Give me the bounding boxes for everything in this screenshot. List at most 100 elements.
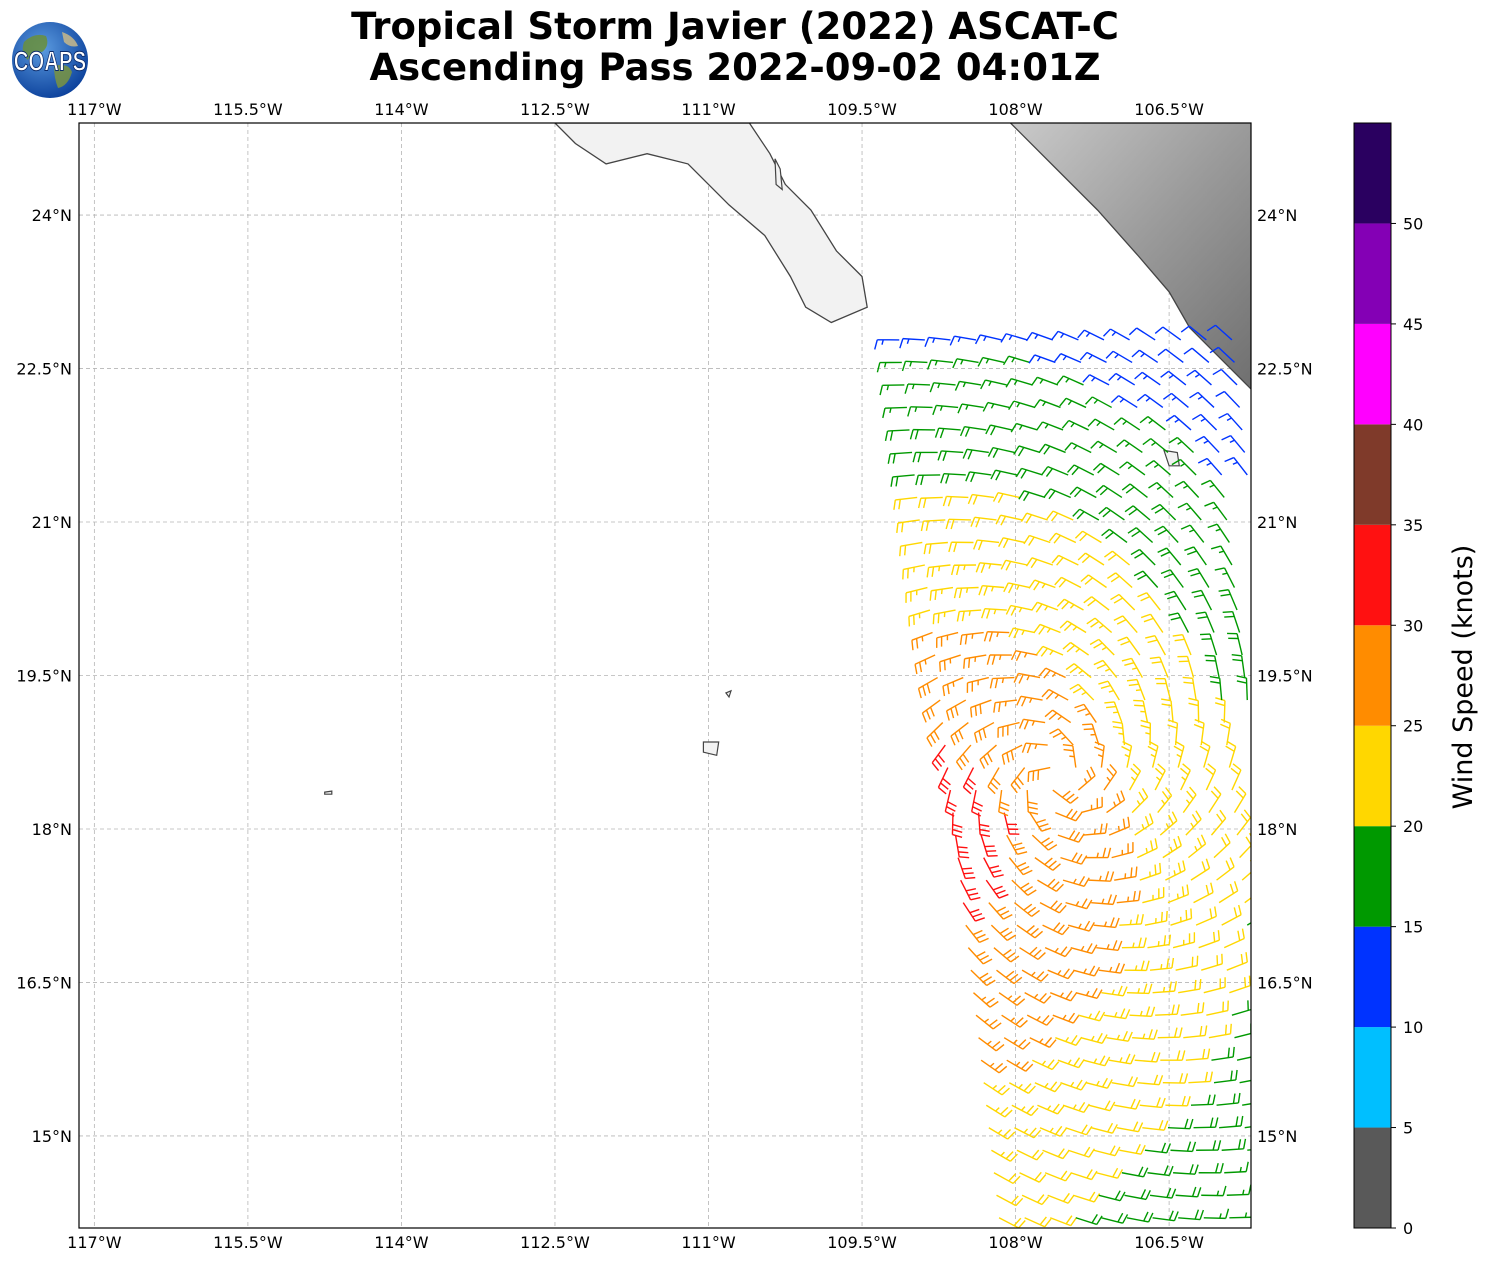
wind-barb <box>1136 393 1164 409</box>
colorbar-tick-label: 10 <box>1403 1018 1423 1037</box>
wind-barb <box>1070 1169 1098 1181</box>
wind-barb <box>1070 943 1098 955</box>
wind-barb <box>986 654 1012 665</box>
wind-barb <box>1051 554 1079 566</box>
wind-barb <box>950 722 969 746</box>
wind-barb <box>1003 582 1030 594</box>
lon-tick-label-top: 109.5°W <box>827 100 897 119</box>
wind-barb <box>1091 894 1118 906</box>
wind-barb <box>980 1059 1008 1074</box>
wind-barb <box>1214 697 1226 723</box>
wind-barb <box>1038 667 1066 679</box>
wind-barb <box>955 744 972 771</box>
wind-barb <box>996 969 1023 985</box>
wind-barb <box>1056 375 1084 386</box>
colorbar-tick-label: 0 <box>1403 1219 1413 1238</box>
wind-barb <box>1008 1082 1036 1094</box>
wind-barb <box>1031 601 1059 613</box>
wind-barb <box>1064 442 1092 454</box>
wind-barb <box>1183 1025 1208 1039</box>
wind-barb <box>972 539 1000 551</box>
wind-barb <box>1018 718 1046 730</box>
wind-barb <box>1024 1216 1052 1228</box>
wind-barb <box>1201 1185 1227 1197</box>
wind-barb <box>905 586 928 603</box>
wind-barb <box>974 334 1002 345</box>
wind-barb <box>926 359 954 370</box>
wind-barb <box>1215 390 1241 408</box>
wind-barb <box>1221 434 1246 453</box>
lon-tick-label-top: 115.5°W <box>213 100 283 119</box>
wind-barb <box>965 924 989 944</box>
wind-barb <box>1055 1034 1083 1046</box>
wind-barb <box>1192 413 1218 431</box>
wind-barb <box>1124 1189 1151 1201</box>
wind-barb <box>1037 1103 1065 1115</box>
wind-barb <box>993 947 1020 963</box>
wind-barb <box>937 450 964 461</box>
colorbar-tick-label: 50 <box>1403 214 1423 233</box>
wind-barb <box>987 446 1015 458</box>
wind-barb <box>899 337 925 349</box>
wind-barb <box>1065 898 1093 910</box>
wind-barb <box>1062 1101 1090 1114</box>
wind-barb <box>1052 789 1079 804</box>
wind-barb <box>1188 1071 1213 1084</box>
wind-barb <box>1119 1143 1146 1155</box>
wind-barb <box>1080 574 1107 589</box>
wind-barb <box>995 514 1023 526</box>
wind-barb <box>1180 325 1207 341</box>
wind-barb <box>1165 1095 1191 1107</box>
wind-barb <box>1093 741 1105 768</box>
wind-barb <box>1051 330 1079 341</box>
wind-barb <box>1026 790 1039 815</box>
wind-barb <box>1223 928 1245 949</box>
lon-tick-label-bottom: 114°W <box>374 1233 429 1252</box>
wind-barb <box>957 403 984 414</box>
wind-barb <box>1210 809 1227 836</box>
colorbar-tick-label: 5 <box>1403 1119 1413 1138</box>
wind-barb <box>1221 1138 1247 1151</box>
wind-barb <box>1222 610 1241 633</box>
wind-barb <box>1205 763 1217 791</box>
lon-tick-label-bottom: 117°W <box>67 1233 122 1252</box>
wind-barb <box>1159 811 1178 836</box>
wind-barb <box>1201 479 1225 498</box>
wind-barb <box>1101 985 1128 997</box>
wind-barb <box>1133 699 1149 723</box>
wind-barb <box>1015 467 1043 479</box>
wind-barb <box>1016 1149 1044 1161</box>
wind-barb <box>1124 505 1151 521</box>
wind-barb <box>1013 902 1041 917</box>
wind-barb <box>1006 834 1028 856</box>
wind-barb <box>1103 763 1118 791</box>
wind-barb <box>1073 1191 1101 1203</box>
wind-barb <box>896 519 920 534</box>
lat-tick-label-left: 24°N <box>32 206 72 225</box>
wind-barb <box>940 472 966 484</box>
lat-tick-label-left: 16.5°N <box>16 973 72 992</box>
wind-barb <box>1043 488 1071 500</box>
wind-barb <box>1057 830 1085 843</box>
wind-barb <box>1210 545 1233 566</box>
wind-barb <box>1197 457 1223 476</box>
wind-barb <box>954 834 970 859</box>
land-layer <box>324 123 1251 795</box>
wind-barb <box>1114 866 1138 881</box>
wind-barb <box>902 564 925 580</box>
wind-barb <box>1075 987 1103 1000</box>
colorbar-bin <box>1354 424 1391 525</box>
wind-barb <box>1087 418 1115 431</box>
wind-barb <box>1025 557 1054 569</box>
wind-barb <box>960 879 981 901</box>
wind-barb <box>975 1014 1002 1030</box>
wind-barb <box>893 496 918 510</box>
wind-barb <box>1167 1118 1194 1130</box>
wind-barb <box>965 471 992 483</box>
wind-barb <box>1093 1145 1121 1157</box>
wind-barb <box>1065 1124 1093 1136</box>
wind-barb <box>932 609 956 625</box>
wind-barb <box>1042 922 1070 936</box>
wind-barb <box>1083 596 1110 611</box>
wind-barb <box>1168 612 1190 633</box>
